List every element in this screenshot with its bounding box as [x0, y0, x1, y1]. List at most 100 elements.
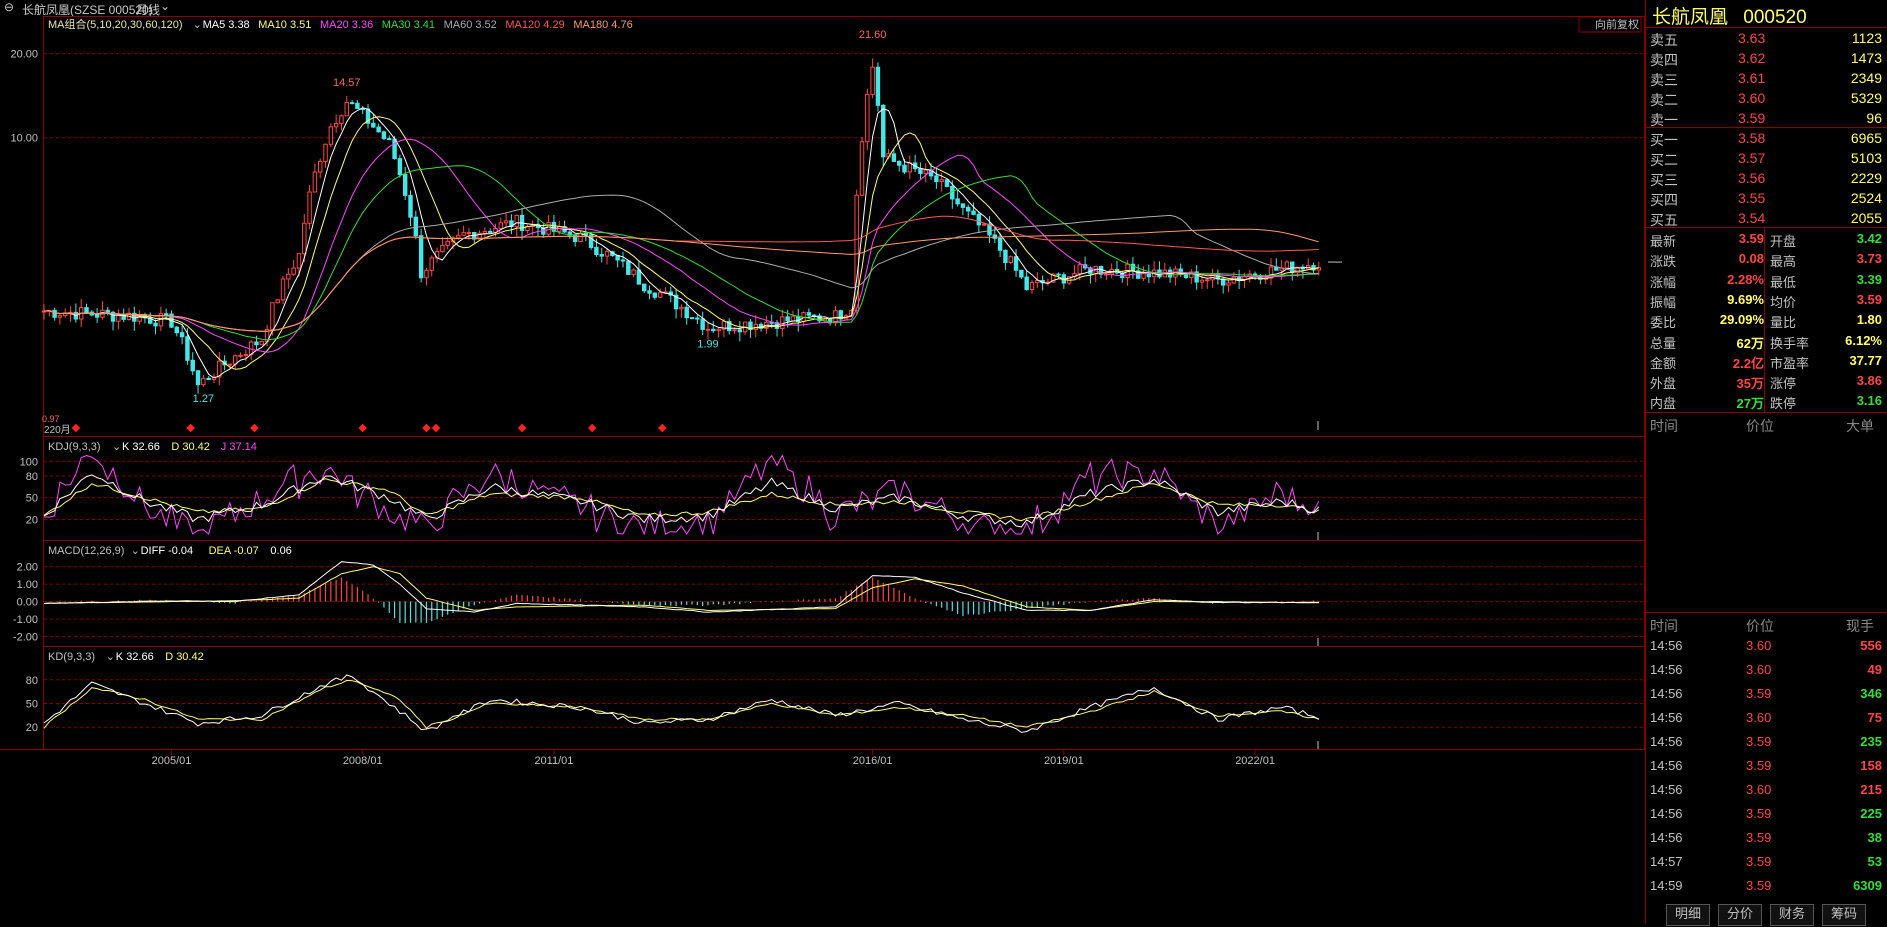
ask-label: 卖二 [1650, 92, 1678, 108]
candle-body [355, 102, 360, 110]
period-label[interactable]: 月线 [136, 3, 161, 17]
stat-label: 涨幅 [1650, 274, 1677, 290]
stat-value: 9.69% [1727, 291, 1764, 307]
candle-body [891, 153, 897, 162]
stock-title: 长航凤凰(SZSE 000520) [22, 3, 153, 17]
tick-volume: 556 [1860, 638, 1882, 653]
tick-volume: 215 [1860, 782, 1882, 797]
candle-body [110, 311, 116, 322]
quote-panel: 长航凤凰 000520 卖五 3.63 1123 卖四 3.62 1473 卖三 3.61 23… [1645, 0, 1887, 926]
bid-price: 3.58 [1738, 130, 1766, 146]
stat-label: 总量 [1650, 335, 1677, 351]
tick-price: 3.59 [1746, 878, 1772, 893]
candle-body [84, 307, 89, 313]
ask-label: 卖五 [1650, 32, 1678, 48]
tick-price: 3.59 [1746, 734, 1772, 749]
chevron-down-icon: ⌄ [193, 19, 202, 31]
candle-body [57, 315, 63, 318]
indicator-legend-item: 0.06 [270, 545, 291, 557]
stat-label: 跌停 [1770, 396, 1797, 412]
candle-body [206, 377, 211, 381]
ma-line-20 [43, 138, 1319, 353]
ask-price: 3.60 [1738, 90, 1766, 106]
chevron-down-icon[interactable]: ⌄ [160, 0, 171, 13]
candle-body [312, 171, 318, 193]
kdj-j-line [43, 454, 1320, 536]
y-tick-label: 50 [26, 699, 38, 711]
bid-label: 买五 [1650, 212, 1678, 228]
candle-body [865, 93, 870, 143]
event-marker [658, 423, 667, 433]
candle-body [424, 269, 429, 279]
ma-legend-item: MA120 4.29 [505, 19, 564, 31]
candle-body [636, 269, 642, 285]
candle-body [902, 164, 907, 173]
candle-body [275, 299, 280, 304]
x-tick-label: 2011/01 [534, 755, 573, 767]
stock-code: 000520 [1743, 7, 1807, 28]
candle-body [1199, 279, 1205, 283]
candle-body [163, 313, 169, 316]
indicator-legend-item: KDJ(9,3,3) [48, 441, 101, 453]
period-count-label: 220月 [44, 424, 71, 436]
candle-body [1029, 282, 1035, 291]
y-tick-label: 20.00 [10, 49, 38, 61]
candle-body [291, 267, 296, 275]
candle-body [52, 309, 57, 318]
candle-body [201, 377, 206, 386]
ask-label: 卖一 [1650, 112, 1678, 128]
tab-2[interactable]: 财务 [1770, 904, 1815, 926]
y-tick-label: 50 [26, 493, 38, 505]
candle-body [116, 314, 121, 322]
stat-label: 量比 [1770, 315, 1797, 331]
candle-body [594, 246, 599, 256]
candle-body [503, 220, 509, 224]
bid-price: 3.55 [1738, 190, 1766, 206]
tick-price-header: 价位 [1746, 618, 1774, 634]
candle-body [859, 141, 865, 196]
candle-body [392, 138, 397, 160]
tick-volume: 6309 [1853, 878, 1882, 893]
bid-label: 买四 [1650, 192, 1678, 208]
tick-price: 3.59 [1746, 686, 1772, 701]
tab-0[interactable]: 明细 [1666, 904, 1711, 926]
candle-body [259, 341, 265, 346]
stat-row: 最新 3.59 开盘 3.42 [1646, 229, 1887, 249]
candle-body [280, 278, 286, 301]
ask-row: 卖一 3.59 96 [1646, 108, 1887, 128]
low-left-label: 0.97 [42, 414, 60, 424]
ma-line-10 [43, 116, 1319, 370]
price-annotation: 1.27 [193, 393, 214, 405]
bid-label: 买一 [1650, 132, 1678, 148]
tick-time-header: 时间 [1650, 618, 1678, 634]
window-controls-icon[interactable]: ⊖ [4, 0, 15, 14]
candle-body [976, 213, 982, 226]
event-marker [186, 423, 195, 433]
y-tick-label: 0.00 [17, 597, 38, 609]
stat-label: 金额 [1650, 355, 1677, 371]
bid-volume: 2055 [1850, 210, 1882, 226]
ask-label: 卖四 [1650, 52, 1678, 68]
tick-row: 14:59 3.59 6309 [1646, 876, 1887, 896]
indicator-legend-item: K 32.66 [116, 651, 154, 663]
tab-1[interactable]: 分价 [1718, 904, 1763, 926]
candle-body [1019, 269, 1024, 278]
ma-legend-item: MA20 3.36 [320, 19, 373, 31]
candle-body [286, 273, 291, 280]
y-tick-label: 80 [26, 675, 38, 687]
tick-price: 3.59 [1746, 854, 1772, 869]
big-order-col-header: 大单 [1846, 418, 1874, 434]
candle-body [934, 175, 939, 183]
candle-body [881, 104, 886, 158]
stat-value: 3.59 [1738, 231, 1764, 246]
candle-body [1008, 256, 1013, 264]
candle-body [482, 230, 488, 234]
y-tick-label: 20 [26, 722, 38, 734]
candle-body [1268, 266, 1274, 279]
candle-body [105, 309, 110, 313]
candle-body [429, 257, 434, 271]
indicator-legend-item: D 30.42 [171, 441, 210, 453]
tab-3[interactable]: 筹码 [1822, 904, 1867, 926]
tick-time: 14:56 [1650, 662, 1683, 677]
